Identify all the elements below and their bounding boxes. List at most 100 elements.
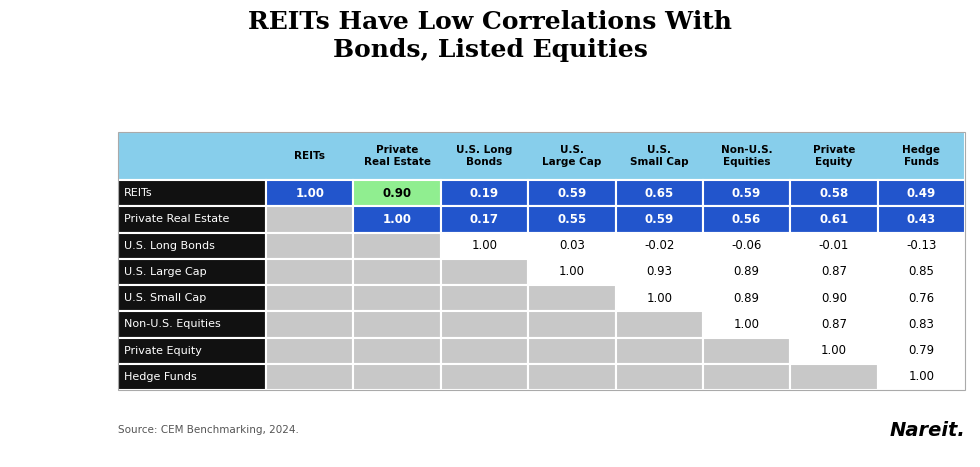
Bar — [528, 311, 615, 338]
Bar — [703, 259, 790, 285]
Text: 1.00: 1.00 — [559, 265, 585, 278]
Text: U.S.
Large Cap: U.S. Large Cap — [542, 145, 602, 167]
Bar — [266, 285, 354, 311]
Bar — [703, 338, 790, 364]
Bar — [790, 259, 878, 285]
Bar — [615, 259, 703, 285]
Text: 0.49: 0.49 — [906, 187, 936, 199]
Text: Private Equity: Private Equity — [124, 346, 202, 356]
Text: REITs Have Low Correlations With
Bonds, Listed Equities: REITs Have Low Correlations With Bonds, … — [248, 10, 732, 62]
Bar — [615, 233, 703, 259]
Text: U.S. Large Cap: U.S. Large Cap — [124, 267, 207, 277]
Bar — [703, 364, 790, 390]
Bar — [790, 311, 878, 338]
Bar — [441, 259, 528, 285]
Text: 1.00: 1.00 — [821, 344, 847, 357]
Bar — [615, 311, 703, 338]
Bar — [354, 233, 441, 259]
Text: 0.83: 0.83 — [908, 318, 934, 331]
Bar — [266, 338, 354, 364]
Bar — [354, 206, 441, 233]
Bar — [441, 285, 528, 311]
Bar — [118, 132, 965, 180]
Text: U.S.
Small Cap: U.S. Small Cap — [630, 145, 689, 167]
Text: 0.87: 0.87 — [821, 318, 847, 331]
Bar — [615, 206, 703, 233]
Bar — [118, 338, 266, 364]
Text: 0.55: 0.55 — [558, 213, 586, 226]
Text: 0.76: 0.76 — [908, 291, 934, 304]
Text: 0.89: 0.89 — [734, 291, 760, 304]
Bar — [441, 311, 528, 338]
Text: Private
Real Estate: Private Real Estate — [364, 145, 430, 167]
Bar — [118, 259, 266, 285]
Text: Hedge
Funds: Hedge Funds — [903, 145, 941, 167]
Text: 0.90: 0.90 — [382, 187, 412, 199]
Text: 1.00: 1.00 — [295, 187, 324, 199]
Text: 0.65: 0.65 — [645, 187, 674, 199]
Bar — [528, 206, 615, 233]
Text: Non-U.S.
Equities: Non-U.S. Equities — [720, 145, 772, 167]
Text: 1.00: 1.00 — [471, 239, 498, 252]
Bar — [354, 259, 441, 285]
Text: -0.13: -0.13 — [906, 239, 937, 252]
Bar — [790, 285, 878, 311]
Bar — [790, 233, 878, 259]
Text: 0.19: 0.19 — [469, 187, 499, 199]
Bar — [118, 180, 266, 206]
Text: Nareit.: Nareit. — [889, 420, 965, 439]
Text: Private Real Estate: Private Real Estate — [124, 214, 229, 224]
Bar — [790, 206, 878, 233]
Text: 0.59: 0.59 — [732, 187, 761, 199]
Text: -0.06: -0.06 — [731, 239, 761, 252]
Text: -0.02: -0.02 — [644, 239, 674, 252]
Bar — [266, 180, 354, 206]
Bar — [878, 364, 965, 390]
Bar — [528, 364, 615, 390]
Bar — [703, 233, 790, 259]
Bar — [615, 364, 703, 390]
Text: Non-U.S. Equities: Non-U.S. Equities — [124, 319, 220, 329]
Bar — [266, 206, 354, 233]
Bar — [441, 180, 528, 206]
Bar — [790, 180, 878, 206]
Text: REITs: REITs — [124, 188, 153, 198]
Bar — [878, 285, 965, 311]
Bar — [878, 311, 965, 338]
Text: 0.85: 0.85 — [908, 265, 934, 278]
Bar — [266, 364, 354, 390]
Bar — [118, 285, 266, 311]
Text: Source: CEM Benchmarking, 2024.: Source: CEM Benchmarking, 2024. — [118, 425, 299, 435]
Bar — [441, 338, 528, 364]
Bar — [528, 285, 615, 311]
Text: 0.93: 0.93 — [646, 265, 672, 278]
Bar — [703, 311, 790, 338]
Text: 1.00: 1.00 — [908, 370, 934, 383]
Bar — [615, 285, 703, 311]
Bar — [118, 206, 266, 233]
Bar — [354, 180, 441, 206]
Bar — [528, 338, 615, 364]
Bar — [528, 233, 615, 259]
Text: 0.90: 0.90 — [821, 291, 847, 304]
Bar — [354, 364, 441, 390]
Bar — [266, 311, 354, 338]
Text: Private
Equity: Private Equity — [812, 145, 856, 167]
Text: 0.58: 0.58 — [819, 187, 849, 199]
Bar — [703, 206, 790, 233]
Bar — [528, 259, 615, 285]
Text: 1.00: 1.00 — [382, 213, 412, 226]
Bar — [266, 259, 354, 285]
Bar — [354, 311, 441, 338]
Text: 0.89: 0.89 — [734, 265, 760, 278]
Bar — [878, 338, 965, 364]
Text: 0.56: 0.56 — [732, 213, 761, 226]
Bar — [878, 259, 965, 285]
Bar — [790, 338, 878, 364]
Text: REITs: REITs — [294, 151, 325, 161]
Text: U.S. Long
Bonds: U.S. Long Bonds — [457, 145, 513, 167]
Text: 1.00: 1.00 — [734, 318, 760, 331]
Bar — [878, 233, 965, 259]
Bar — [118, 311, 266, 338]
Text: 0.59: 0.59 — [558, 187, 586, 199]
